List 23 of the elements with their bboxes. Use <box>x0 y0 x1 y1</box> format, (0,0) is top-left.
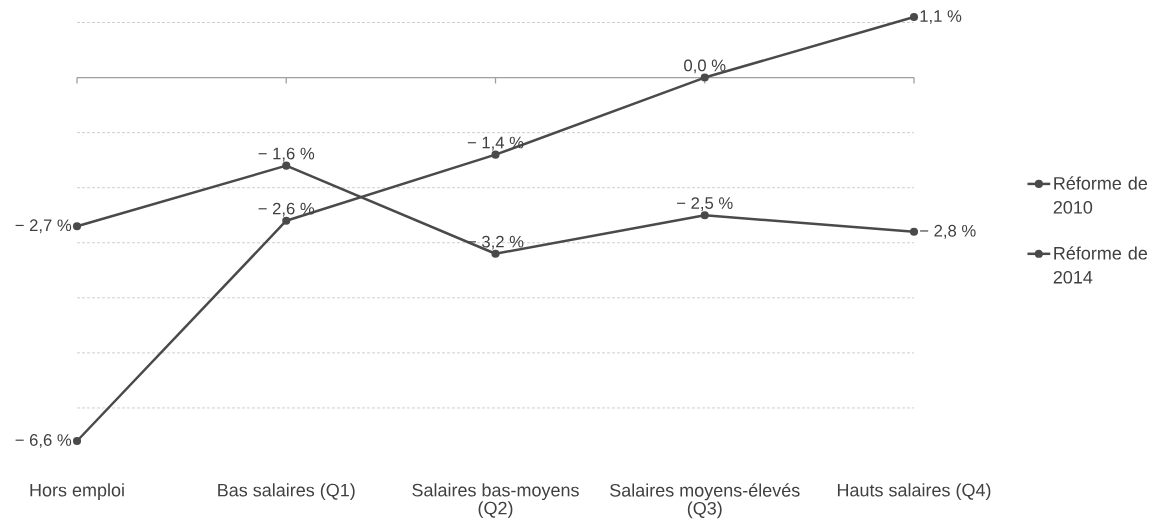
data-label: − 1,6 % <box>258 147 315 162</box>
point <box>909 227 919 236</box>
x-tick-label: Salaires moyens-élevés (Q3) <box>610 483 800 519</box>
legend-label: Réforme de 2014 <box>1053 246 1148 284</box>
data-label: − 6,6 % <box>15 434 72 448</box>
point <box>700 211 709 220</box>
data-label: − 3,2 % <box>467 235 524 250</box>
data-label: − 2,5 % <box>677 197 733 211</box>
data-label: − 1,4 % <box>467 136 524 151</box>
data-label: − 2,8 % <box>920 224 976 239</box>
data-label: 1,1 % <box>920 10 962 24</box>
data-label: 0,0 % <box>684 59 726 74</box>
point <box>700 73 709 82</box>
point <box>909 12 919 22</box>
legend-label: Réforme de 2010 <box>1053 176 1148 214</box>
point <box>72 222 82 231</box>
x-tick-label: Hauts salaires (Q4) <box>837 483 991 501</box>
x-tick-label: Bas salaires (Q1) <box>218 483 355 501</box>
x-tick-label: Salaires bas-moyens (Q2) <box>412 483 579 519</box>
data-label: − 2,7 % <box>15 219 72 234</box>
point <box>72 436 82 446</box>
x-tick-label: Hors emploi <box>30 483 124 501</box>
data-label: − 2,6 % <box>258 202 315 217</box>
